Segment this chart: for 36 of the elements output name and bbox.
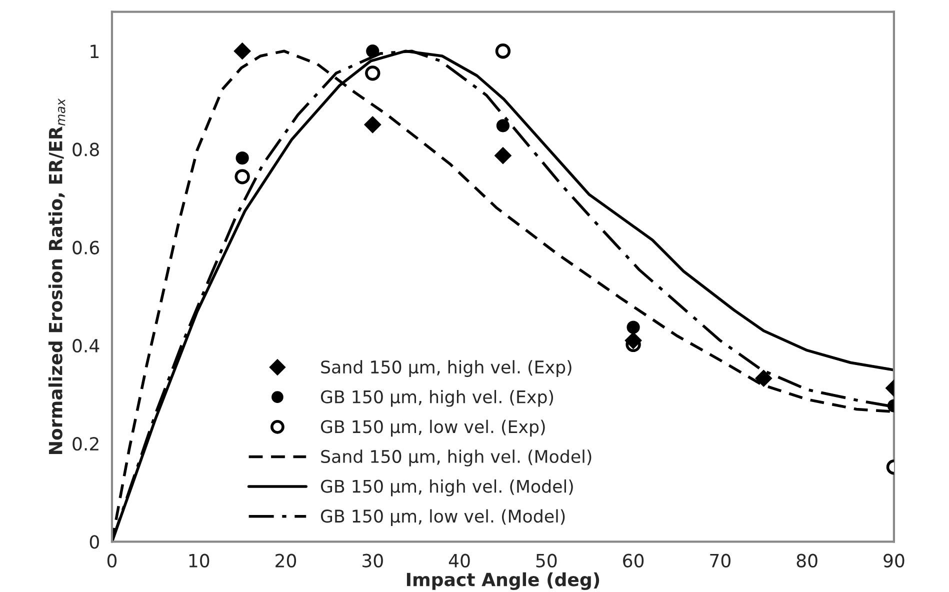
- point: [626, 320, 640, 334]
- legend-label: GB 150 µm, high vel. (Exp): [320, 390, 554, 407]
- legend-label: Sand 150 µm, high vel. (Model): [321, 450, 592, 466]
- point: [755, 370, 772, 387]
- y-tick-label: 0: [90, 535, 99, 549]
- legend-label: GB 150 µm, low vel. (Exp): [320, 420, 545, 437]
- point: [624, 332, 642, 350]
- x-tick-label: 0: [107, 554, 117, 568]
- x-tick-label: 80: [796, 554, 818, 568]
- y-tick-label: 0.6: [72, 240, 100, 254]
- x-tick-label: 70: [710, 554, 730, 568]
- x-tick-label: 90: [884, 554, 904, 568]
- y-tick-label: 0.2: [72, 437, 98, 451]
- legend-label: Sand 150 µm, high vel. (Exp): [321, 360, 572, 377]
- point: [496, 119, 510, 132]
- legend-label: GB 150 µm, low vel. (Model): [320, 509, 565, 526]
- x-tick-label: 40: [448, 554, 470, 568]
- point: [365, 66, 380, 81]
- x-tick-label: 60: [623, 554, 644, 568]
- point: [494, 147, 512, 164]
- legend-label: GB 150 µm, high vel. (Model): [320, 479, 573, 496]
- point: [234, 42, 251, 60]
- point: [366, 44, 380, 58]
- y-tick-label: 1: [90, 44, 99, 58]
- x-tick-label: 10: [189, 554, 210, 568]
- point: [236, 151, 249, 165]
- point: [234, 169, 250, 184]
- point: [495, 43, 511, 59]
- y-axis-title: Normalized Erosion Ratio, ER/ER$_{max}$: [48, 98, 66, 454]
- x-tick-label: 30: [362, 554, 383, 568]
- point: [364, 116, 382, 134]
- y-tick-label: 0.8: [72, 142, 99, 156]
- x-tick-label: 50: [536, 554, 557, 568]
- x-tick-label: 20: [276, 554, 296, 568]
- x-axis-title: Impact Angle (deg): [406, 572, 600, 590]
- y-tick-label: 0.4: [72, 338, 100, 353]
